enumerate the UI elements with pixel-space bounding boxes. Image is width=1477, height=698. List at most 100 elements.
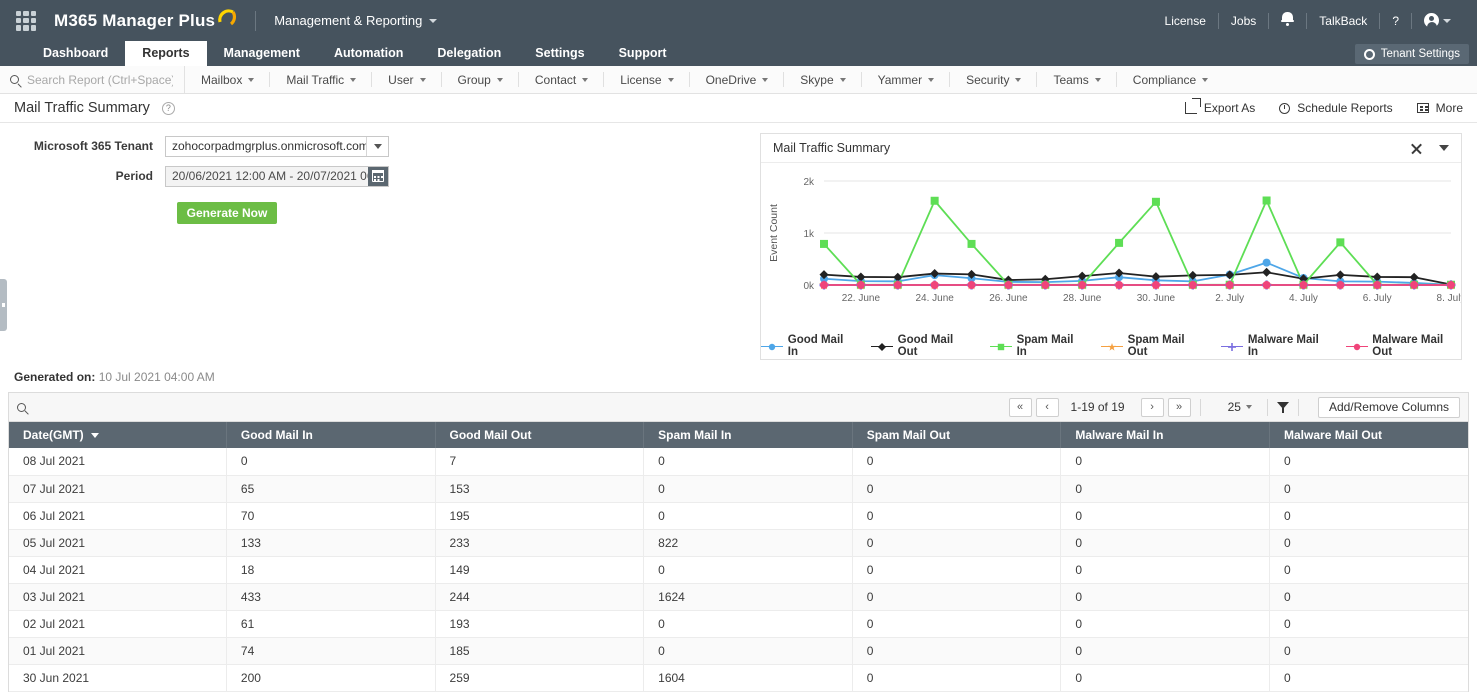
tenant-settings-button[interactable]: Tenant Settings (1354, 44, 1469, 64)
chevron-down-icon[interactable] (1439, 145, 1449, 151)
column-header-good-mail-out[interactable]: Good Mail Out (435, 422, 645, 448)
export-as-button[interactable]: Export As (1184, 98, 1255, 115)
expand-icon[interactable] (1410, 142, 1423, 155)
nav-onedrive[interactable]: OneDrive (690, 66, 785, 94)
column-header-spam-mail-out[interactable]: Spam Mail Out (852, 422, 1062, 448)
report-table-container: « ‹ 1-19 of 19 › » 25 Add/Remove Columns (8, 392, 1469, 692)
talkback-link[interactable]: TalkBack (1319, 13, 1368, 28)
table-row[interactable]: 03 Jul 2021 433 244 1624 0 0 0 (9, 583, 1468, 611)
last-page-button[interactable]: » (1167, 397, 1191, 417)
tab-dashboard[interactable]: Dashboard (43, 46, 109, 60)
legend-marker (989, 341, 1012, 352)
period-label: Period (115, 169, 153, 183)
module-selector[interactable]: Management & Reporting (274, 13, 438, 28)
legend-item-good-mail-in[interactable]: Good Mail In (761, 334, 853, 358)
table-cell: 0 (643, 448, 853, 476)
tab-delegation[interactable]: Delegation (437, 46, 502, 60)
column-header-malware-mail-in[interactable]: Malware Mail In (1060, 422, 1271, 448)
table-row[interactable]: 30 Jun 2021 200 259 1604 0 0 0 (9, 664, 1468, 692)
table-row[interactable]: 05 Jul 2021 133 233 822 0 0 0 (9, 529, 1468, 557)
tab-support[interactable]: Support (618, 46, 667, 60)
app-grid-icon[interactable] (16, 10, 36, 31)
first-page-button[interactable]: « (1008, 397, 1032, 417)
nav-contact[interactable]: Contact (519, 66, 605, 94)
table-search-button[interactable] (17, 399, 33, 415)
license-link[interactable]: License (1164, 13, 1206, 28)
generate-now-button[interactable]: Generate Now (177, 202, 277, 224)
legend-label: Good Mail Out (897, 334, 954, 358)
tenant-select-value: zohocorpadmgrplus.onmicrosoft.com (172, 139, 366, 153)
nav-security[interactable]: Security (950, 66, 1038, 94)
nav-group[interactable]: Group (442, 66, 520, 94)
next-page-button[interactable]: › (1140, 397, 1164, 417)
tab-automation[interactable]: Automation (333, 46, 404, 60)
tab-management[interactable]: Management (223, 46, 300, 60)
jobs-link[interactable]: Jobs (1230, 13, 1257, 28)
table-row[interactable]: 08 Jul 2021 0 7 0 0 0 0 (9, 448, 1468, 476)
legend-item-malware-mail-in[interactable]: Malware Mail In (1221, 334, 1327, 358)
add-remove-columns-button[interactable]: Add/Remove Columns (1317, 396, 1460, 418)
page-size-select[interactable]: 25 (1222, 398, 1258, 417)
search-report-box[interactable] (0, 65, 185, 94)
svg-text:Event Count: Event Count (768, 204, 780, 262)
table-cell: 200 (226, 664, 436, 692)
table-cell: 259 (435, 664, 645, 692)
table-row[interactable]: 02 Jul 2021 61 193 0 0 0 0 (9, 610, 1468, 638)
nav-teams[interactable]: Teams (1037, 66, 1118, 94)
help-link[interactable]: ? (1392, 13, 1399, 28)
legend-item-spam-mail-in[interactable]: Spam Mail In (989, 334, 1083, 358)
nav-mailbox[interactable]: Mailbox (185, 66, 271, 94)
top-header: M365 Manager Plus Management & Reporting… (0, 0, 1477, 41)
user-avatar-icon (1424, 13, 1439, 28)
nav-license[interactable]: License (604, 66, 690, 94)
divider (1379, 12, 1381, 29)
tab-reports[interactable]: Reports (125, 41, 207, 66)
prev-page-button[interactable]: ‹ (1035, 397, 1059, 417)
chart-legend: Good Mail In Good Mail Out Spam Mail In (761, 333, 1461, 359)
table-row[interactable]: 01 Jul 2021 74 185 0 0 0 0 (9, 637, 1468, 665)
divider (1199, 398, 1201, 416)
svg-text:24. June: 24. June (915, 293, 954, 304)
chevron-down-icon (1245, 405, 1252, 409)
legend-item-malware-mail-out[interactable]: Malware Mail Out (1345, 334, 1461, 358)
calendar-button[interactable] (368, 166, 388, 186)
table-cell: 18 (226, 556, 436, 584)
tenant-select[interactable]: zohocorpadmgrplus.onmicrosoft.com (165, 135, 389, 157)
table-cell: 153 (435, 475, 645, 503)
table-cell: 7 (435, 448, 645, 476)
table-row[interactable]: 04 Jul 2021 18 149 0 0 0 0 (9, 556, 1468, 584)
column-header-date[interactable]: Date(GMT) (9, 422, 227, 448)
chevron-down-icon[interactable] (366, 136, 388, 156)
table-row[interactable]: 07 Jul 2021 65 153 0 0 0 0 (9, 475, 1468, 503)
notifications-button[interactable] (1269, 12, 1306, 29)
table-cell: 06 Jul 2021 (9, 502, 227, 530)
column-header-good-mail-in[interactable]: Good Mail In (226, 422, 436, 448)
search-input[interactable] (25, 71, 175, 88)
nav-user[interactable]: User (372, 66, 442, 94)
nav-yammer[interactable]: Yammer (862, 66, 951, 94)
nav-mail-traffic[interactable]: Mail Traffic (270, 66, 372, 94)
schedule-reports-button[interactable]: Schedule Reports (1279, 101, 1393, 115)
table-cell: 0 (1060, 475, 1271, 503)
column-header-malware-mail-out[interactable]: Malware Mail Out (1269, 422, 1468, 448)
help-icon[interactable]: ? (161, 101, 175, 115)
legend-marker (1221, 341, 1244, 352)
more-button[interactable]: More (1416, 101, 1463, 115)
nav-compliance[interactable]: Compliance (1117, 66, 1224, 94)
pagination-controls: « ‹ 1-19 of 19 › » 25 Add/Remove Columns (1005, 396, 1460, 418)
schedule-reports-label: Schedule Reports (1297, 101, 1393, 115)
legend-item-spam-mail-out[interactable]: Spam Mail Out (1100, 334, 1203, 358)
filter-icon[interactable] (1276, 401, 1289, 413)
svg-text:22. June: 22. June (842, 293, 881, 304)
account-menu[interactable] (1412, 13, 1463, 28)
legend-item-good-mail-out[interactable]: Good Mail Out (870, 334, 972, 358)
generated-on-row: Generated on: 10 Jul 2021 04:00 AM (0, 360, 1477, 392)
header-divider (255, 10, 257, 31)
tenant-label: Microsoft 365 Tenant (33, 139, 153, 153)
sidebar-collapse-handle[interactable] (0, 279, 7, 331)
nav-skype[interactable]: Skype (784, 66, 863, 94)
table-row[interactable]: 06 Jul 2021 70 195 0 0 0 0 (9, 502, 1468, 530)
column-header-spam-mail-in[interactable]: Spam Mail In (643, 422, 853, 448)
period-field[interactable]: 20/06/2021 12:00 AM - 20/07/2021 06 (165, 165, 389, 187)
tab-settings[interactable]: Settings (535, 46, 585, 60)
